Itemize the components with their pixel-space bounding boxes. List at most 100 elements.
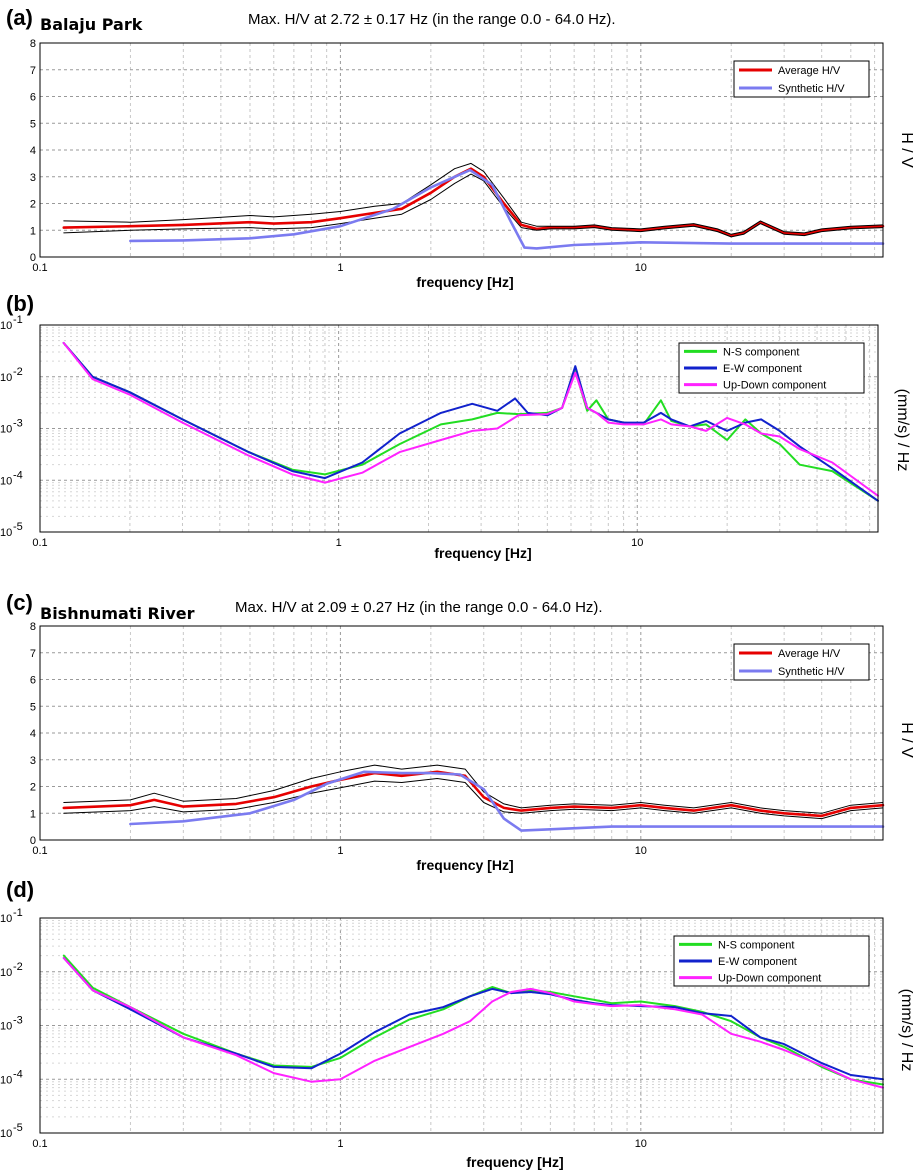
legend-label: Up-Down component bbox=[718, 973, 821, 985]
y-tick-label: 10 -2 bbox=[0, 961, 23, 979]
y-tick-label: 4 bbox=[30, 145, 36, 157]
series-line-synthetic-h-v bbox=[129, 168, 885, 250]
x-axis-label: frequency [Hz] bbox=[416, 857, 513, 873]
y-tick-label: 3 bbox=[30, 172, 36, 184]
y-tick-exponent: -4 bbox=[13, 1068, 23, 1080]
y-tick-base: 10 bbox=[0, 1074, 12, 1086]
y-axis-label: H / V bbox=[898, 132, 913, 168]
y-tick-label: 4 bbox=[30, 728, 36, 740]
y-tick-label: 7 bbox=[30, 65, 36, 77]
y-tick-exponent: -1 bbox=[13, 907, 23, 919]
x-tick-label: 1 bbox=[336, 537, 342, 549]
x-tick-label: 10 bbox=[631, 537, 643, 549]
legend-label: Up-Down component bbox=[723, 380, 826, 392]
legend-box bbox=[733, 643, 870, 681]
plot-frame bbox=[39, 625, 884, 841]
y-tick-base: 10 bbox=[0, 1128, 12, 1140]
panel-label: (c) bbox=[6, 590, 33, 615]
x-axis-label: frequency [Hz] bbox=[466, 1154, 563, 1170]
y-tick-label: 0 bbox=[30, 835, 36, 847]
series-line-e-w-component bbox=[62, 341, 879, 502]
legend-label: Synthetic H/V bbox=[778, 666, 845, 678]
y-tick-exponent: -2 bbox=[13, 366, 23, 378]
y-tick-label: 0 bbox=[30, 252, 36, 264]
series-line-up-down-component bbox=[62, 957, 884, 1089]
y-tick-label: 5 bbox=[30, 701, 36, 713]
y-axis-label: H / V bbox=[898, 722, 913, 758]
series-group bbox=[62, 954, 884, 1089]
y-tick-label: 6 bbox=[30, 92, 36, 104]
y-tick-label: 10 -1 bbox=[0, 314, 23, 332]
legend: N-S component E-W component Up-Down compon… bbox=[673, 935, 870, 987]
y-tick-label: 6 bbox=[30, 675, 36, 687]
chart-panel-c: (c) Bishnumati River Max. H/V at 2.09 ± 0.… bbox=[6, 590, 913, 873]
y-tick-label: 10 -1 bbox=[0, 907, 23, 925]
y-tick-label: 8 bbox=[30, 621, 36, 633]
x-tick-label: 0.1 bbox=[32, 1138, 47, 1150]
y-tick-label: 7 bbox=[30, 648, 36, 660]
x-tick-label: 1 bbox=[337, 1138, 343, 1150]
y-tick-base: 10 bbox=[0, 475, 12, 487]
series-line--std bbox=[63, 764, 884, 814]
x-tick-label: 1 bbox=[337, 845, 343, 857]
y-tick-exponent: -4 bbox=[13, 469, 23, 481]
y-tick-base: 10 bbox=[0, 913, 12, 925]
series-line-e-w-component bbox=[62, 957, 884, 1081]
plot-frame bbox=[39, 42, 884, 258]
y-tick-label: 2 bbox=[30, 199, 36, 211]
y-axis-label: (mm/s) / Hz bbox=[894, 389, 911, 472]
legend-box bbox=[733, 60, 870, 98]
y-tick-base: 10 bbox=[0, 320, 12, 332]
legend-label: E-W component bbox=[718, 956, 797, 968]
y-axis-label: (mm/s) / Hz bbox=[898, 989, 913, 1072]
plot-frame bbox=[39, 324, 879, 533]
x-tick-label: 0.1 bbox=[32, 845, 47, 857]
series-group bbox=[62, 162, 885, 250]
y-tick-exponent: -5 bbox=[13, 1122, 23, 1134]
series-line-synthetic-h-v bbox=[129, 770, 885, 832]
legend: Average H/V Synthetic H/V bbox=[733, 643, 870, 681]
plot-frame bbox=[39, 917, 884, 1134]
y-tick-label: 5 bbox=[30, 118, 36, 130]
panel-label: (b) bbox=[6, 291, 34, 316]
y-tick-label: 3 bbox=[30, 755, 36, 767]
legend-label: N-S component bbox=[723, 346, 799, 358]
y-tick-exponent: -5 bbox=[13, 521, 23, 533]
series-line-up-down-component bbox=[62, 341, 879, 497]
series-line-average-h-v bbox=[62, 167, 885, 237]
legend-label: Synthetic H/V bbox=[778, 83, 845, 95]
x-tick-label: 10 bbox=[635, 1138, 647, 1150]
y-tick-base: 10 bbox=[0, 527, 12, 539]
legend-label: Average H/V bbox=[778, 648, 841, 660]
y-tick-exponent: -1 bbox=[13, 314, 23, 326]
legend-label: Average H/V bbox=[778, 65, 841, 77]
legend-label: E-W component bbox=[723, 363, 802, 375]
y-tick-label: 1 bbox=[30, 225, 36, 237]
y-tick-label: 10 -2 bbox=[0, 366, 23, 384]
series-line-average-h-v bbox=[62, 770, 885, 818]
y-tick-base: 10 bbox=[0, 1021, 12, 1033]
y-tick-exponent: -2 bbox=[13, 961, 23, 973]
series-line--std bbox=[63, 778, 884, 820]
y-tick-label: 10 -3 bbox=[0, 1015, 23, 1033]
chart-title: Max. H/V at 2.09 ± 0.27 Hz (in the range… bbox=[235, 599, 603, 616]
series-line--std bbox=[63, 162, 884, 235]
y-tick-label: 10 -3 bbox=[0, 418, 23, 436]
x-axis-label: frequency [Hz] bbox=[416, 274, 513, 290]
chart-title: Max. H/V at 2.72 ± 0.17 Hz (in the range… bbox=[248, 11, 616, 28]
y-tick-base: 10 bbox=[0, 967, 12, 979]
series-line--std bbox=[63, 173, 884, 238]
series-group bbox=[62, 341, 879, 502]
y-tick-label: 2 bbox=[30, 782, 36, 794]
y-tick-base: 10 bbox=[0, 372, 12, 384]
x-tick-label: 0.1 bbox=[32, 262, 47, 274]
x-tick-label: 0.1 bbox=[32, 537, 47, 549]
y-tick-label: 8 bbox=[30, 38, 36, 50]
x-tick-label: 10 bbox=[635, 262, 647, 274]
y-tick-label: 10 -5 bbox=[0, 1122, 23, 1140]
y-tick-label: 10 -5 bbox=[0, 521, 23, 539]
panel-label: (a) bbox=[6, 5, 33, 30]
y-tick-label: 1 bbox=[30, 808, 36, 820]
